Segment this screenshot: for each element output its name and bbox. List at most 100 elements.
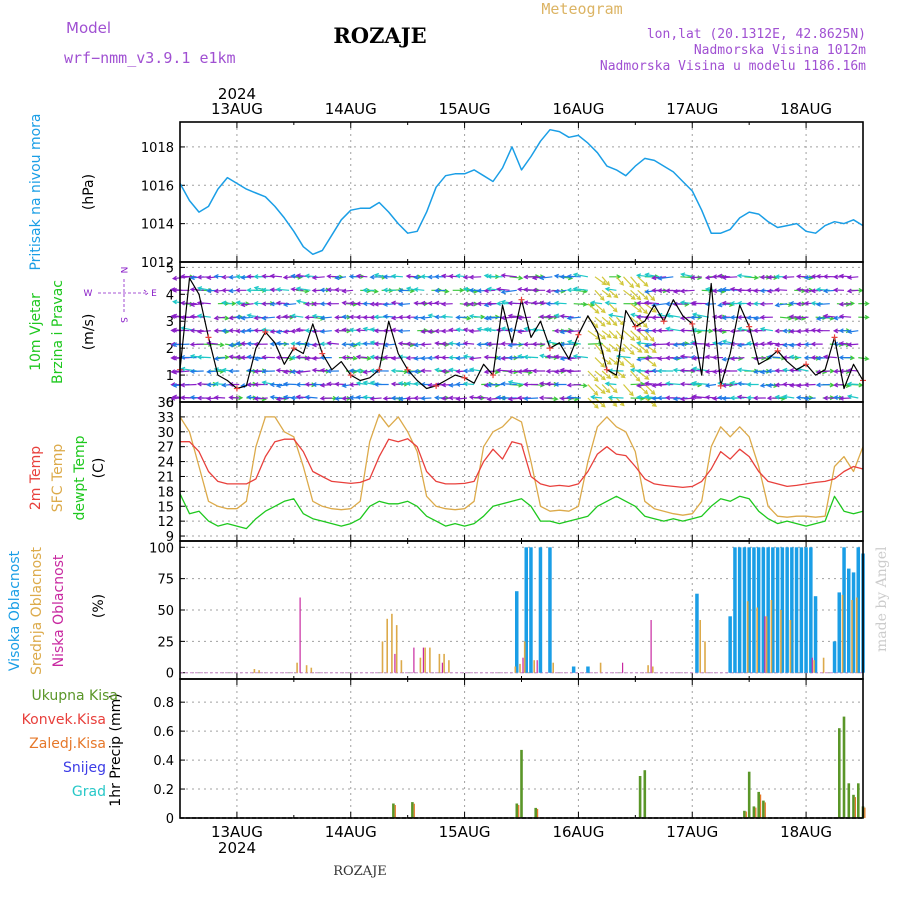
y-tick-label: 1018 [141, 141, 174, 156]
wind-arrow [468, 313, 482, 319]
wind-arrow [483, 354, 496, 360]
wind-arrow [566, 273, 581, 279]
wind-arrow [420, 395, 432, 401]
wind-arrow [538, 275, 553, 281]
wind-arrow [635, 368, 652, 374]
wind-arrow [275, 329, 290, 335]
wind-arrow [704, 383, 717, 388]
panel-pressure: 1012 1014 1016 1018 [141, 122, 863, 271]
wind-arrow [846, 381, 859, 387]
cloud-bar-mid [258, 670, 260, 673]
wind-arrow [601, 370, 612, 380]
wind-arrow [282, 302, 297, 308]
wind-arrow [462, 327, 475, 333]
cloud-bar-mid [699, 620, 701, 673]
wind-arrow [196, 354, 211, 360]
wind-arrow [523, 381, 539, 387]
wind-arrow [601, 330, 612, 339]
wind-arrow [635, 273, 652, 279]
wind-arrow [604, 300, 617, 306]
x-day-label-bottom: 15AUG [439, 823, 491, 841]
wind-arrow [774, 302, 788, 308]
wind-arrow [587, 397, 599, 409]
cloud-bar-mid [523, 641, 526, 673]
wind-speed-marker [262, 329, 269, 335]
wind-arrow [594, 330, 607, 340]
model-name: wrf−nmm_v3.9.1 e1km [64, 49, 236, 67]
cloud-bar-mid [400, 660, 403, 673]
wind-arrow [729, 356, 745, 361]
wind-arrow [295, 286, 311, 292]
wind-arrow [788, 354, 802, 360]
wind-arrow [275, 341, 290, 346]
precip-bar-total [515, 803, 519, 818]
precip-bar-frozen [745, 811, 747, 818]
wind-arrow [261, 368, 275, 374]
wind-arrow [594, 316, 606, 327]
wind-arrow [462, 381, 475, 387]
precip-bar-frozen [854, 797, 856, 818]
precip-bar-total [842, 716, 846, 818]
wind-arrow [468, 367, 482, 373]
cloud-bar-high [837, 592, 841, 673]
cloud-bar-mid [381, 641, 384, 673]
y-tick-label: 75 [157, 573, 174, 588]
cloud-bar-mid [647, 665, 649, 673]
wind-arrow [736, 273, 752, 279]
precip-bar-total [838, 728, 841, 818]
wind-arrow [566, 315, 581, 321]
wind-arrow [810, 341, 823, 347]
wind-arrow [644, 384, 656, 395]
wind-arrow [559, 313, 574, 319]
wind-arrow [846, 288, 859, 294]
wind-arrow [644, 330, 655, 342]
wind-speed-marker [717, 382, 724, 389]
panel-frame [179, 678, 864, 819]
cloud-bar-high [737, 547, 742, 673]
wind-arrow [507, 342, 524, 348]
wind-arrow [362, 287, 375, 293]
wind-arrow [635, 340, 652, 346]
wind-arrow [213, 315, 226, 321]
precip-bar-total [852, 794, 855, 818]
cloud-bar-high [747, 547, 751, 673]
wind-arrow [566, 287, 581, 293]
ylabel-cloud-unit: (%) [91, 594, 107, 618]
wind-arrow [179, 382, 197, 388]
wind-arrow [616, 370, 626, 379]
wind-arrow [623, 289, 636, 300]
wind-speed-marker [774, 347, 781, 354]
wind-arrow [822, 313, 837, 319]
cloud-bar-low [394, 653, 396, 673]
cloud-bar-mid [704, 641, 706, 673]
wind-arrow [672, 396, 688, 402]
wind-arrow [486, 286, 503, 292]
wind-arrow [275, 396, 290, 402]
cloud-bar-high [790, 547, 794, 673]
wind-arrow [665, 288, 681, 294]
wind-speed-marker [803, 361, 810, 368]
wind-arrow [657, 275, 674, 281]
wind-arrow [672, 355, 688, 361]
compass-e: E [151, 289, 157, 299]
wind-arrow [553, 381, 567, 387]
cloud-bar-low [522, 657, 524, 673]
wind-speed-marker [461, 374, 468, 381]
wind-arrow [295, 273, 311, 279]
y-tick-label: 0 [166, 396, 174, 411]
wind-arrow [440, 314, 453, 320]
wind-arrow [608, 316, 618, 327]
wind-arrow [253, 315, 268, 321]
cloud-bar-mid [756, 607, 758, 673]
y-tick-label: 2 [166, 342, 174, 357]
wind-arrow [594, 384, 606, 395]
wind-arrow [635, 300, 652, 306]
y-tick-label: 12 [157, 515, 174, 530]
wind-arrow [531, 275, 546, 281]
cloud-bar-low [650, 620, 652, 673]
ylabel-cloud-low: Niska Oblacnost [51, 554, 67, 667]
wind-arrow [833, 382, 845, 388]
wind-arrow [275, 287, 290, 293]
wind-arrow [275, 383, 290, 389]
